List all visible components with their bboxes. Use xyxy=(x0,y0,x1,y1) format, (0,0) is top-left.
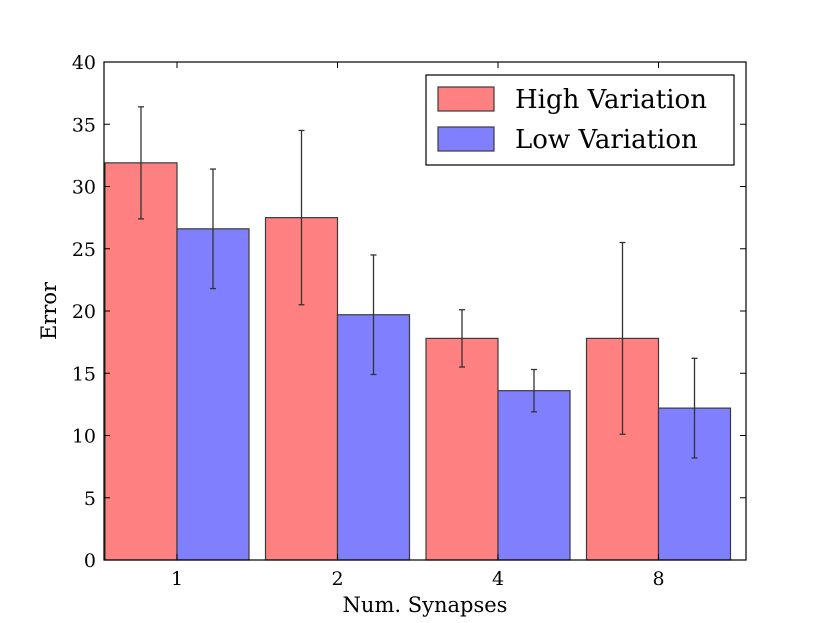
error-bar-low-variation-1 xyxy=(210,168,216,290)
legend-label-high-variation: High Variation xyxy=(515,85,707,115)
legend-swatch-high-variation xyxy=(437,86,495,112)
x-tick-label-4: 4 xyxy=(492,568,504,590)
bar-low-variation-4 xyxy=(497,390,571,561)
y-axis-label: Error xyxy=(37,281,61,340)
x-axis-label: Num. Synapses xyxy=(343,593,508,617)
error-bar-low-variation-4 xyxy=(531,368,537,413)
x-tick-label-1: 1 xyxy=(171,568,183,590)
y-tick-label-25: 25 xyxy=(72,239,96,261)
bar-high-variation-4 xyxy=(425,337,499,561)
ticks-layer: 1 2 4 8 0 5 10 15 20 25 30 35 40 xyxy=(72,52,746,590)
y-tick-label-0: 0 xyxy=(84,550,96,572)
y-tick-label-20: 20 xyxy=(72,301,96,323)
error-bar-high-variation-4 xyxy=(459,309,465,368)
x-tick-label-8: 8 xyxy=(652,568,664,590)
errorbars-layer xyxy=(138,106,698,459)
y-tick-label-15: 15 xyxy=(72,363,96,385)
legend: High Variation Low Variation xyxy=(425,74,735,166)
error-bar-high-variation-8 xyxy=(619,241,626,435)
error-bar-low-variation-2 xyxy=(370,254,377,376)
y-tick-label-5: 5 xyxy=(84,488,96,510)
legend-label-low-variation: Low Variation xyxy=(515,125,698,155)
error-bar-high-variation-2 xyxy=(298,129,305,306)
error-bar-high-variation-1 xyxy=(138,106,144,220)
y-tick-label-30: 30 xyxy=(72,177,96,199)
error-bar-low-variation-8 xyxy=(691,357,698,459)
legend-swatch-low-variation xyxy=(437,126,495,152)
bars-layer xyxy=(104,162,732,561)
x-tick-label-2: 2 xyxy=(331,568,343,590)
y-tick-label-35: 35 xyxy=(72,114,96,136)
y-tick-label-40: 40 xyxy=(72,52,96,74)
y-tick-label-10: 10 xyxy=(72,426,96,448)
bar-high-variation-1 xyxy=(104,162,178,561)
